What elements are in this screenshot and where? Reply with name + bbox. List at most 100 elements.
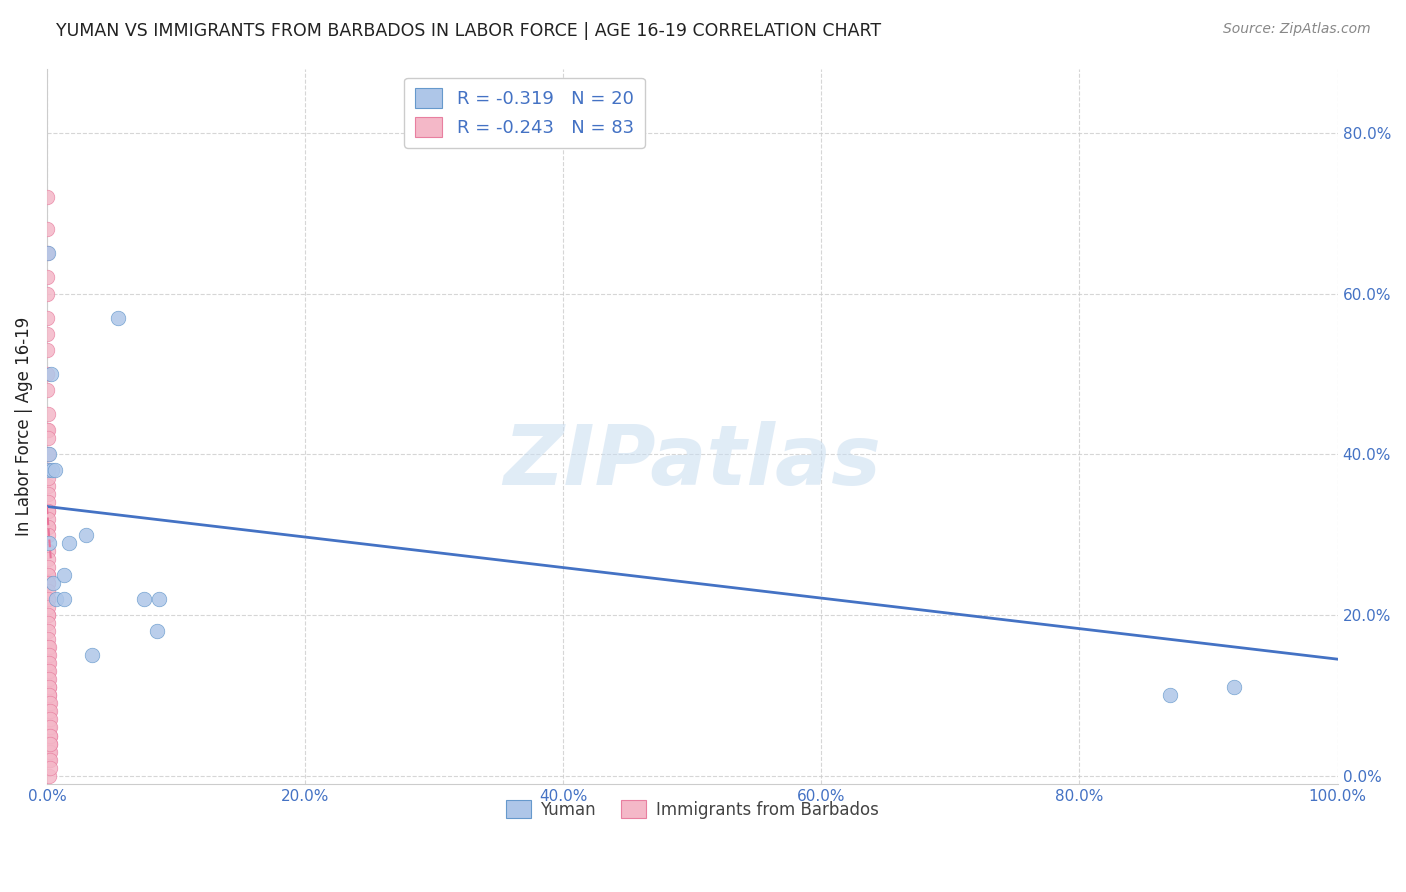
Point [145, 624, 167, 638]
Point [37, 673, 59, 687]
Point [37, 607, 59, 622]
Point [37, 551, 59, 566]
Point [37, 664, 59, 678]
Point [37, 495, 59, 509]
Point [37, 463, 59, 477]
Point [37, 559, 59, 574]
Point [37, 383, 59, 397]
Point [37, 431, 59, 445]
Point [38, 729, 60, 743]
Point [39, 745, 62, 759]
Point [38, 648, 60, 662]
Point [37, 222, 59, 236]
Point [37, 519, 59, 533]
Y-axis label: In Labor Force | Age 16-19: In Labor Force | Age 16-19 [15, 317, 32, 536]
Point [37, 343, 59, 357]
Text: ZIPatlas: ZIPatlas [503, 421, 882, 502]
Point [38, 713, 60, 727]
Point [39, 761, 62, 775]
Point [37, 367, 59, 381]
Point [37, 664, 59, 678]
Point [37, 471, 59, 485]
Point [39, 753, 62, 767]
Point [37, 575, 59, 590]
Point [52, 591, 75, 606]
Point [38, 737, 60, 751]
Point [41, 463, 63, 477]
Point [44, 463, 66, 477]
Point [38, 729, 60, 743]
Point [38, 745, 60, 759]
Point [80, 648, 103, 662]
Point [39, 737, 62, 751]
Point [52, 567, 75, 582]
Point [37, 246, 59, 260]
Point [37, 583, 59, 598]
Point [37, 689, 59, 703]
Point [38, 721, 60, 735]
Point [37, 591, 59, 606]
Point [37, 567, 59, 582]
Point [38, 705, 60, 719]
Point [38, 721, 60, 735]
Point [38, 769, 60, 783]
Point [37, 648, 59, 662]
Point [37, 286, 59, 301]
Point [38, 447, 60, 461]
Point [37, 567, 59, 582]
Point [38, 640, 60, 654]
Point [37, 575, 59, 590]
Point [107, 310, 129, 325]
Legend: Yuman, Immigrants from Barbados: Yuman, Immigrants from Barbados [499, 794, 886, 825]
Point [37, 640, 59, 654]
Point [38, 705, 60, 719]
Point [39, 367, 62, 381]
Point [148, 591, 170, 606]
Point [38, 673, 60, 687]
Point [37, 599, 59, 614]
Point [38, 737, 60, 751]
Point [38, 721, 60, 735]
Point [37, 487, 59, 501]
Text: Source: ZipAtlas.com: Source: ZipAtlas.com [1223, 22, 1371, 37]
Point [38, 535, 60, 549]
Point [37, 310, 59, 325]
Point [1223, 681, 1246, 695]
Point [37, 447, 59, 461]
Point [37, 423, 59, 437]
Point [42, 575, 65, 590]
Point [38, 689, 60, 703]
Point [132, 591, 155, 606]
Point [37, 527, 59, 541]
Point [37, 463, 59, 477]
Point [37, 640, 59, 654]
Point [37, 246, 59, 260]
Point [37, 326, 59, 341]
Point [38, 664, 60, 678]
Point [37, 479, 59, 493]
Point [37, 423, 59, 437]
Point [37, 270, 59, 285]
Point [45, 591, 67, 606]
Point [39, 729, 62, 743]
Point [37, 615, 59, 630]
Point [38, 713, 60, 727]
Point [37, 624, 59, 638]
Point [38, 697, 60, 711]
Point [37, 607, 59, 622]
Point [37, 632, 59, 646]
Point [37, 503, 59, 517]
Point [37, 543, 59, 558]
Point [1159, 689, 1181, 703]
Point [75, 527, 97, 541]
Point [37, 519, 59, 533]
Point [37, 503, 59, 517]
Point [37, 511, 59, 525]
Text: YUMAN VS IMMIGRANTS FROM BARBADOS IN LABOR FORCE | AGE 16-19 CORRELATION CHART: YUMAN VS IMMIGRANTS FROM BARBADOS IN LAB… [56, 22, 882, 40]
Point [38, 705, 60, 719]
Point [38, 697, 60, 711]
Point [38, 753, 60, 767]
Point [37, 190, 59, 204]
Point [38, 753, 60, 767]
Point [38, 656, 60, 670]
